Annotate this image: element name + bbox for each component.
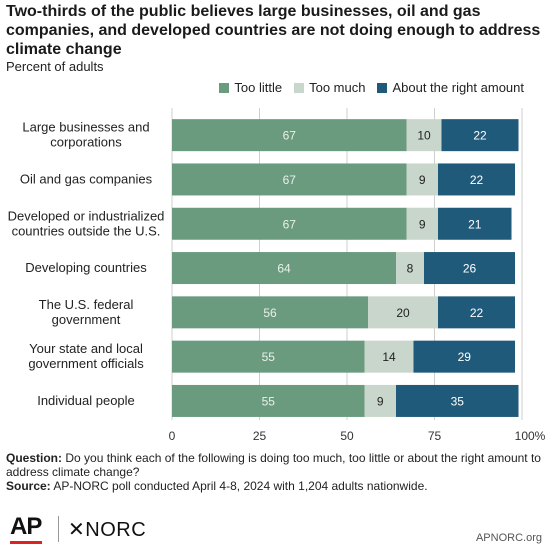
bar-segment-0-0: [172, 119, 407, 152]
data-label-2-0: 22: [473, 129, 487, 143]
data-label-2-3: 26: [463, 262, 477, 276]
legend-swatch-right-amount: [377, 82, 388, 93]
norc-logo: ✕NORC: [68, 519, 147, 541]
bar-segment-0-1: [172, 163, 407, 196]
question-text: Do you think each of the following is do…: [6, 451, 541, 479]
data-label-1-2: 9: [419, 217, 426, 231]
category-label-6: Individual people: [37, 393, 135, 408]
data-label-0-6: 55: [262, 394, 276, 408]
data-label-2-1: 22: [470, 173, 484, 187]
legend-label-too-little: Too little: [234, 80, 283, 95]
data-label-1-5: 14: [382, 350, 396, 364]
x-tick-label-1: 25: [253, 429, 267, 443]
stacked-bar-chart: Large businesses and corporations 67 10 22 Oi…: [8, 108, 546, 443]
bar-segment-1-6: [364, 384, 396, 417]
legend-swatch-too-much: [294, 82, 305, 93]
question-note: Question: Do you think each of the follo…: [6, 451, 546, 479]
category-label-line: Large businesses and: [22, 120, 149, 135]
legend-label-right-amount: About the right amount: [392, 80, 524, 95]
legend-item-right-amount: About the right amount: [377, 80, 524, 95]
bar-segment-0-6: [172, 384, 365, 417]
bar-segment-2-2: [438, 207, 512, 240]
category-label-line: Developing countries: [25, 260, 147, 275]
data-label-1-6: 9: [377, 394, 384, 408]
bar-segment-1-4: [368, 296, 438, 329]
bar-segment-0-2: [172, 207, 407, 240]
bar-segment-2-0: [441, 119, 519, 152]
bar-segment-0-3: [172, 252, 396, 285]
data-label-1-3: 8: [407, 262, 414, 276]
category-label-4: The U.S. federal government: [39, 297, 134, 327]
category-label-line: Your state and local: [29, 341, 143, 356]
data-label-0-2: 67: [283, 217, 297, 231]
data-label-2-4: 22: [470, 306, 484, 320]
data-label-0-3: 64: [277, 262, 291, 276]
legend: Too little Too much About the right amou…: [219, 80, 524, 95]
data-label-0-5: 55: [262, 350, 276, 364]
bar-segment-0-4: [172, 296, 368, 329]
bar-segment-1-5: [364, 340, 414, 373]
x-tick-label-4: 100%: [515, 429, 546, 443]
bar-segment-1-1: [406, 163, 438, 196]
bar-segment-1-0: [406, 119, 442, 152]
bar-segment-2-3: [424, 252, 515, 285]
data-label-1-0: 10: [417, 129, 431, 143]
data-label-2-6: 35: [451, 394, 465, 408]
chart-title: Two-thirds of the public believes large …: [6, 3, 541, 58]
data-label-0-1: 67: [283, 173, 297, 187]
category-label-line: Developed or industrialized: [8, 208, 165, 223]
source-note: Source: AP-NORC poll conducted April 4-8…: [6, 479, 546, 493]
data-label-0-4: 56: [263, 306, 277, 320]
x-tick-label-2: 50: [340, 429, 354, 443]
legend-item-too-much: Too much: [294, 80, 365, 95]
category-label-line: government officials: [28, 356, 144, 371]
data-label-0-0: 67: [283, 129, 297, 143]
category-label-3: Developing countries: [25, 260, 147, 275]
category-label-1: Oil and gas companies: [20, 171, 153, 186]
legend-swatch-too-little: [219, 82, 230, 93]
x-tick-label-3: 75: [428, 429, 442, 443]
bar-segment-2-1: [438, 163, 515, 196]
source-label: Source:: [6, 479, 51, 493]
category-label-line: government: [52, 312, 121, 327]
ap-logo: AP: [10, 513, 42, 540]
bar-segment-2-4: [438, 296, 515, 329]
source-text: AP-NORC poll conducted April 4-8, 2024 w…: [53, 479, 428, 493]
category-label-line: Individual people: [37, 393, 135, 408]
bar-segment-0-5: [172, 340, 365, 373]
category-label-line: Oil and gas companies: [20, 171, 153, 186]
x-tick-label-0: 0: [169, 429, 176, 443]
chart-subtitle: Percent of adults: [6, 59, 104, 74]
legend-item-too-little: Too little: [219, 80, 282, 95]
category-label-line: countries outside the U.S.: [12, 223, 161, 238]
bar-segment-1-2: [406, 207, 438, 240]
legend-label-too-much: Too much: [309, 80, 366, 95]
data-label-1-1: 9: [419, 173, 426, 187]
ap-logo-underline: [10, 541, 42, 544]
bar-segment-2-6: [396, 384, 519, 417]
bar-segment-2-5: [413, 340, 515, 373]
logo-divider: [58, 516, 59, 542]
site-url: APNORC.org: [475, 532, 542, 544]
chart-footer: Question: Do you think each of the follo…: [6, 451, 546, 493]
category-label-line: corporations: [50, 135, 122, 150]
category-label-2: Developed or industrialized countries out…: [8, 208, 165, 238]
category-label-5: Your state and local government officials: [28, 341, 144, 371]
category-label-0: Large businesses and corporations: [22, 120, 149, 150]
data-label-2-2: 21: [468, 217, 482, 231]
question-label: Question:: [6, 451, 62, 465]
data-label-2-5: 29: [458, 350, 472, 364]
category-label-line: The U.S. federal: [39, 297, 134, 312]
bar-segment-1-3: [396, 252, 424, 285]
data-label-1-4: 20: [396, 306, 410, 320]
